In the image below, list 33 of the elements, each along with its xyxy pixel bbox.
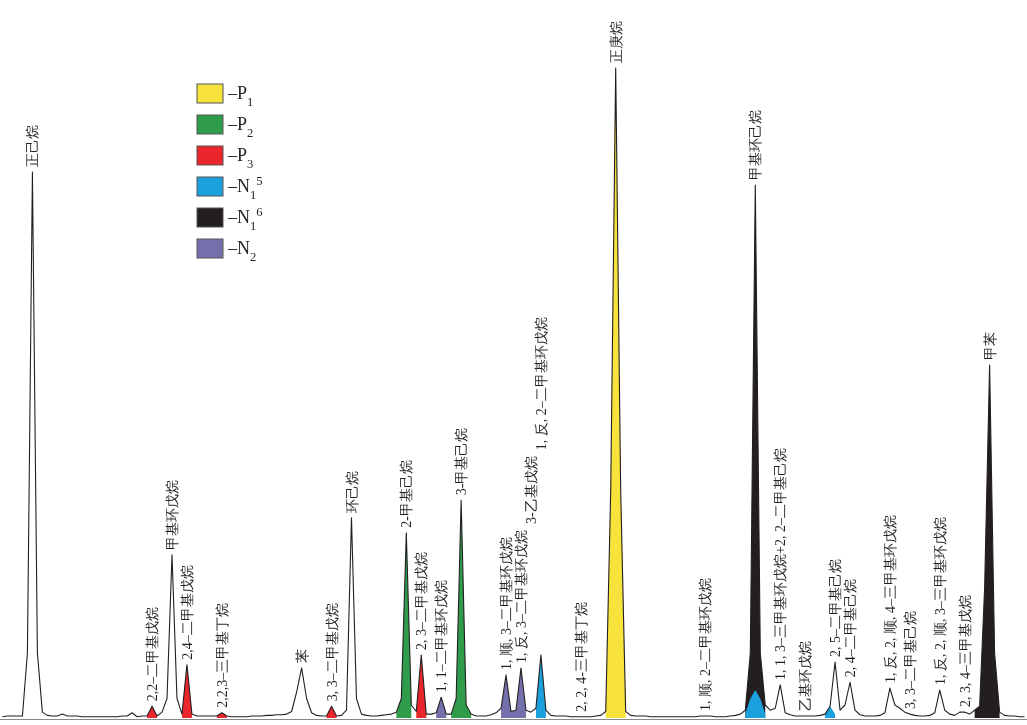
x-tick-label: 2, 3–二甲基戊烷: [413, 552, 429, 650]
x-tick-label: 2,2,3–三甲基丁烷: [214, 602, 230, 708]
x-tick-label: 1, 反, 3–二甲基环戊烷: [513, 530, 529, 663]
legend-label: –N$_{2}$: [227, 238, 257, 264]
x-tick-label: 甲基环己烷: [747, 110, 763, 180]
legend-label: –P$_{3}$: [227, 145, 254, 171]
legend-label: –P$_{2}$: [227, 114, 254, 140]
x-tick-label: 正庚烷: [608, 21, 624, 63]
x-tick-label: 2,4–二甲基戊烷: [179, 565, 195, 660]
x-tick-label: 2, 4–二甲基己烷: [842, 579, 858, 678]
legend-label: –P$_{1}$: [227, 83, 254, 109]
x-tick-label: 3-甲基己烷: [453, 427, 469, 496]
x-tick-label: 2, 3, 4–三甲基戊烷: [957, 595, 973, 708]
x-tick-label: 1, 反, 2, 顺, 3–三甲基环戊烷: [932, 517, 948, 685]
x-tick-label: 正己烷: [24, 125, 40, 167]
x-tick-label: 甲基环戊烷: [164, 479, 180, 550]
x-tick-label: 1, 1–二甲基环戊烷: [433, 580, 449, 693]
x-tick-label: 2, 2, 4-三甲基丁烷: [573, 602, 589, 712]
x-tick-label: 苯: [294, 649, 310, 663]
x-tick-label: 2,2–二甲基戊烷: [144, 606, 160, 702]
x-tick-label: 1, 反, 2–二甲基环戊烷: [533, 317, 549, 451]
x-tick-label: 2, 5–二甲基己烷: [827, 559, 843, 658]
x-tick-label: 乙基环戊烷: [797, 641, 813, 711]
x-tick-label: 2-甲基己烷: [398, 460, 414, 528]
x-tick-label: 甲苯: [982, 332, 998, 360]
x-tick-label: 3-乙基戊烷: [523, 456, 539, 524]
x-tick-label: 3, 3–二甲基己烷: [902, 611, 918, 710]
x-tick-label: 1, 顺, 2–二甲基环戊烷: [697, 578, 713, 711]
x-tick-label: 3, 3–二甲基戊烷: [324, 603, 339, 702]
x-tick-label: 环己烷: [344, 470, 359, 513]
x-tick-label: 1, 1, 3–三甲基环戊烷+2, 2–二甲基己烷: [772, 447, 788, 680]
x-tick-label: 1, 顺, 3–二甲基环戊烷: [498, 537, 514, 671]
x-tick-label: 1, 反, 2, 顺, 4–三甲基环戊烷: [882, 515, 898, 684]
